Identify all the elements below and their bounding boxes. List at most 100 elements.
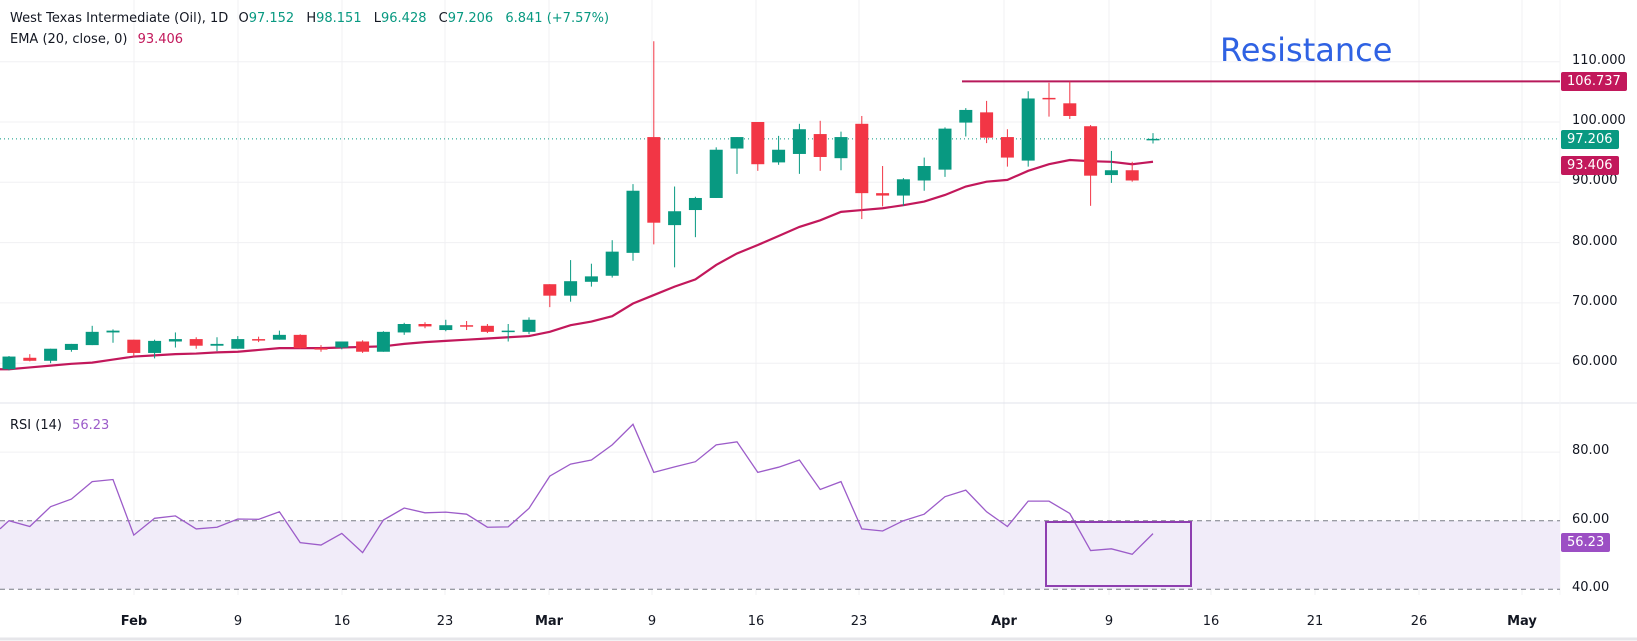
bullish-candle xyxy=(397,322,411,335)
time-tick-label: Mar xyxy=(534,614,564,629)
bullish-candle xyxy=(584,263,598,287)
resistance-annotation[interactable]: Resistance xyxy=(1220,31,1393,69)
price-tick-label: 70.000 xyxy=(1572,293,1618,309)
high-label: H xyxy=(306,11,317,26)
bullish-candle xyxy=(376,331,390,352)
time-tick-label: 16 xyxy=(333,614,351,629)
bullish-candle xyxy=(501,324,515,342)
high-value: 98.151 xyxy=(316,11,362,26)
rsi-tick-label: 80.00 xyxy=(1572,443,1610,459)
bullish-candle xyxy=(168,332,182,348)
rsi-tick-label: 40.00 xyxy=(1572,580,1610,596)
candle-body xyxy=(2,356,16,370)
low-label: L xyxy=(373,11,381,26)
candle-body xyxy=(938,128,952,170)
rsi-value-badge: 56.23 xyxy=(1561,532,1611,552)
open-label: O xyxy=(238,11,249,26)
rsi-label: RSI (14) xyxy=(10,418,62,433)
bearish-candle xyxy=(751,122,765,171)
price-tick-label: 60.000 xyxy=(1572,354,1618,370)
ema-value: 93.406 xyxy=(137,32,184,47)
ema-line xyxy=(0,158,1154,371)
bearish-candle xyxy=(980,100,994,144)
candle-body xyxy=(855,123,869,194)
bullish-candle xyxy=(688,196,702,238)
candle-body xyxy=(917,166,931,181)
bullish-candle xyxy=(792,123,806,174)
time-tick-label: 23 xyxy=(850,614,868,629)
rsi-highlight-box xyxy=(1045,521,1192,587)
bullish-candle xyxy=(938,127,952,177)
bearish-candle xyxy=(189,337,203,349)
bullish-candle xyxy=(439,319,453,332)
bearish-candle xyxy=(855,115,869,220)
bearish-candle xyxy=(460,320,474,331)
time-tick-label: 23 xyxy=(436,614,454,629)
candle-body xyxy=(751,122,765,165)
candle-body xyxy=(44,348,58,361)
candle-body xyxy=(1021,98,1035,161)
candle-body xyxy=(439,325,453,331)
candle-body xyxy=(148,340,162,353)
candle-body xyxy=(522,319,536,332)
symbol-title[interactable]: West Texas Intermediate (Oil), 1D xyxy=(10,11,229,26)
symbol-legend: West Texas Intermediate (Oil), 1D O97.15… xyxy=(10,11,617,26)
bearish-candle xyxy=(23,354,37,362)
last-price-badge: 97.206 xyxy=(1561,129,1619,149)
bullish-candle xyxy=(626,184,640,261)
bearish-candle xyxy=(127,339,141,357)
bullish-candle xyxy=(605,240,619,278)
time-tick-label: 9 xyxy=(647,614,657,629)
candle-body xyxy=(335,341,349,348)
time-tick-label: Apr xyxy=(991,614,1017,629)
rsi-pane[interactable] xyxy=(0,423,1560,590)
bullish-candle xyxy=(730,137,744,174)
candle-body xyxy=(709,149,723,198)
open-value: 97.152 xyxy=(248,11,295,26)
rsi-tick-label: 60.00 xyxy=(1572,511,1610,527)
price-tick-label: 80.000 xyxy=(1572,233,1618,249)
candle-body xyxy=(501,330,515,333)
candle-body xyxy=(418,324,432,327)
candle-body xyxy=(1084,126,1098,176)
candle-body xyxy=(356,341,370,352)
time-tick-label: May xyxy=(1507,614,1537,629)
candle-body xyxy=(1063,103,1077,116)
candle-body xyxy=(189,339,203,346)
bearish-candle xyxy=(314,345,328,352)
time-tick-label: 9 xyxy=(233,614,243,629)
rsi-legend[interactable]: RSI (14) 56.23 xyxy=(10,418,115,433)
bearish-candle xyxy=(876,166,890,207)
candle-body xyxy=(626,190,640,253)
candle-body xyxy=(584,276,598,282)
candle-body xyxy=(1146,138,1160,141)
candle-body xyxy=(376,331,390,352)
candle-body xyxy=(772,149,786,163)
bullish-candle xyxy=(335,341,349,350)
candle-body xyxy=(1125,170,1139,181)
bullish-candle xyxy=(1104,150,1118,183)
bullish-candle xyxy=(272,330,286,340)
candle-body xyxy=(959,109,973,123)
bullish-candle xyxy=(64,343,78,352)
candle-body xyxy=(834,137,848,159)
bullish-candle xyxy=(1146,133,1160,144)
ema-legend[interactable]: EMA (20, close, 0) 93.406 xyxy=(10,32,189,47)
bearish-candle xyxy=(543,284,557,308)
candle-body xyxy=(252,339,266,341)
candle-body xyxy=(272,334,286,340)
bullish-candle xyxy=(1021,91,1035,167)
time-tick-label: 16 xyxy=(1202,614,1220,629)
candle-body xyxy=(730,137,744,149)
bullish-candle xyxy=(210,337,224,352)
candle-body xyxy=(168,339,182,342)
candle-body xyxy=(1042,97,1056,100)
low-value: 96.428 xyxy=(381,11,427,26)
bullish-candle xyxy=(668,186,682,268)
bearish-candle xyxy=(647,41,661,245)
candle-body xyxy=(314,348,328,350)
bearish-candle xyxy=(356,340,370,353)
price-pane[interactable] xyxy=(0,41,1560,371)
candle-body xyxy=(64,343,78,350)
